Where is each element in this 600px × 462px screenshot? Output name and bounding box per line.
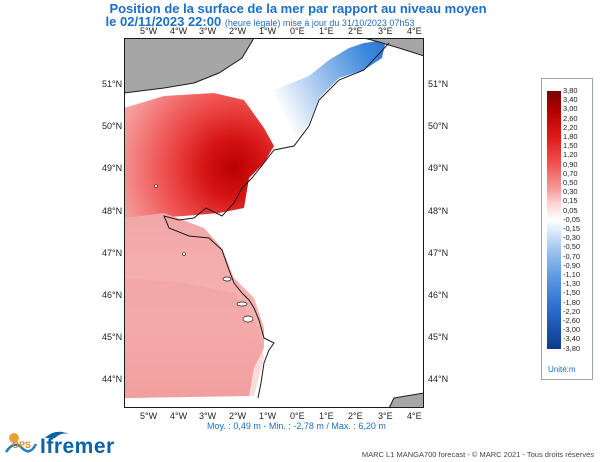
lat-label: 51°N <box>428 79 449 89</box>
lon-label: 5°W <box>140 26 158 36</box>
biscay-positive-area <box>124 213 264 398</box>
lon-label: 2°W <box>229 26 247 36</box>
lat-label: 48°N <box>428 206 449 216</box>
legend-value-label: -0,15 <box>563 224 581 233</box>
legend-value-label: 1,50 <box>563 141 578 151</box>
map-frame <box>124 38 424 408</box>
lat-label: 46°N <box>428 290 449 300</box>
lon-label: 3°E <box>378 26 393 36</box>
legend-unit: Unité:m <box>548 365 576 374</box>
legend-value-label: -0,70 <box>563 251 581 261</box>
legend-value-label: -0,05 <box>563 214 581 224</box>
lat-label: 46°N <box>102 290 123 300</box>
lon-label: 5°W <box>140 411 158 421</box>
island-ushant <box>154 184 158 188</box>
biscay-deep-area <box>124 278 264 398</box>
lon-label: 1°W <box>259 26 277 36</box>
lon-label: 0°E <box>290 26 305 36</box>
legend-value-label: 3,80 <box>563 86 578 95</box>
lat-label: 47°N <box>428 248 449 258</box>
legend-value-label: -1,50 <box>563 288 581 298</box>
update-note: (heure légale) mise à jour du 31/10/2023… <box>224 18 415 28</box>
channel-negative-area <box>244 40 386 150</box>
lat-label: 50°N <box>428 121 449 131</box>
lon-label: 3°E <box>378 411 393 421</box>
ops-wave-icon <box>4 433 38 453</box>
lat-label: 44°N <box>102 374 123 384</box>
lon-label: 2°E <box>348 26 363 36</box>
lat-label: 48°N <box>102 206 123 216</box>
ifremer-logo: Ifremer <box>40 431 115 459</box>
lon-label: 1°E <box>319 26 334 36</box>
lon-label: 2°E <box>348 411 363 421</box>
legend-value-label: -3,00 <box>563 325 581 335</box>
legend-value-label: -1,10 <box>563 270 581 279</box>
france-coastline <box>163 42 390 399</box>
ifremer-logo-text: Ifremer <box>40 435 115 458</box>
legend-value-label: 0,15 <box>563 196 578 206</box>
map-canvas <box>123 37 425 409</box>
lon-label: 4°E <box>407 411 422 421</box>
ops-logo-text: OPS <box>12 440 32 450</box>
legend-value-label: -2,20 <box>563 306 581 316</box>
legend-color-bar <box>547 91 561 349</box>
lon-label: 3°W <box>199 26 217 36</box>
dolphin-icon <box>45 431 69 438</box>
lat-label: 44°N <box>428 374 449 384</box>
legend-value-label: 0,05 <box>563 205 578 215</box>
legend-value-label: 2,20 <box>563 122 578 132</box>
copyright-line: MARC L1 MANGA700 forecast - © MARC 2021 … <box>361 450 594 459</box>
legend-value-label: -1,80 <box>563 297 581 307</box>
forecast-date: le 02/11/2023 22:00 <box>105 14 222 29</box>
lon-label: 1°E <box>319 411 334 421</box>
date-line: le 02/11/2023 22:00 (heure légale) mise … <box>0 14 560 29</box>
legend-value-label: 0,70 <box>563 168 578 178</box>
legend-value-label: -1,30 <box>563 279 581 289</box>
legend-value-label: 1,80 <box>563 132 578 141</box>
england-land <box>123 37 255 94</box>
lon-label: 4°W <box>170 26 188 36</box>
legend-value-label: -3,80 <box>563 343 581 353</box>
legend-value-label: 3,40 <box>563 95 578 105</box>
lat-label: 49°N <box>102 163 123 173</box>
lat-label: 45°N <box>102 332 123 342</box>
lat-label: 47°N <box>102 248 123 258</box>
island-re <box>236 301 248 307</box>
color-legend: 3,80 3,40 3,00 2,60 2,20 1,80 1,50 1,20 0,90 0,70… <box>541 78 593 380</box>
legend-value-label: -0,30 <box>563 233 581 243</box>
legend-value-label: -3,40 <box>563 334 581 344</box>
legend-value-label: 0,50 <box>563 178 578 187</box>
legend-value-label: -2,60 <box>563 316 581 325</box>
legend-value-label: 0,90 <box>563 159 578 169</box>
lon-label: 0°E <box>290 411 305 421</box>
legend-value-label: 0,30 <box>563 187 578 197</box>
legend-value-label: 1,20 <box>563 150 578 160</box>
lon-label: 4°W <box>170 411 188 421</box>
island-oleron <box>242 315 254 323</box>
lon-label: 1°W <box>259 411 277 421</box>
sea-level-map <box>123 37 425 409</box>
legend-value-label: -0,50 <box>563 242 581 252</box>
lat-label: 49°N <box>428 163 449 173</box>
lat-label: 51°N <box>102 79 123 89</box>
island-belle-ile <box>182 252 186 256</box>
island-noirmoutier <box>222 276 232 282</box>
lat-label: 50°N <box>102 121 123 131</box>
legend-value-label: 3,00 <box>563 104 578 114</box>
map-title: Position de la surface de la mer par rap… <box>109 1 487 16</box>
lon-label: 2°W <box>229 411 247 421</box>
lon-label: 4°E <box>407 26 422 36</box>
legend-value-label: -0,90 <box>563 260 581 270</box>
stats-line: Moy. : 0,49 m - Min. : -2,78 m / Max. : … <box>207 421 386 431</box>
lat-label: 45°N <box>428 332 449 342</box>
legend-value-label: 2,60 <box>563 113 578 123</box>
brittany-positive-area <box>124 93 274 222</box>
lon-label: 3°W <box>199 411 217 421</box>
